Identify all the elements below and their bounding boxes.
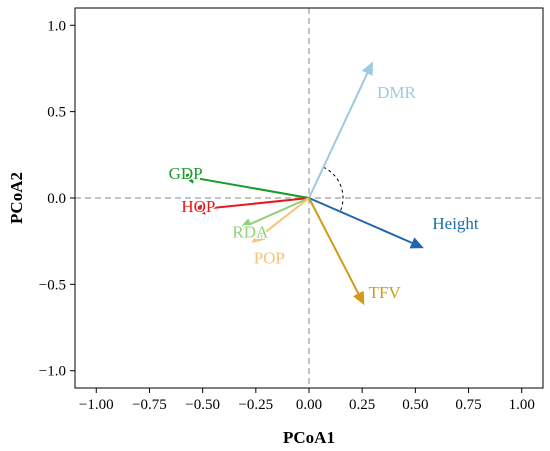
vector-hop-arrowhead <box>192 202 206 215</box>
vector-height-arrowhead <box>409 237 424 249</box>
x-tick-label: 0.00 <box>296 397 322 413</box>
vector-tfv-arrowhead <box>353 290 365 306</box>
x-tick-label: −0.75 <box>132 397 167 413</box>
angle-arc <box>323 166 344 212</box>
vector-hop-shaft <box>204 197 310 210</box>
vector-rda-shaft <box>250 197 310 225</box>
y-tick-label: −0.5 <box>39 277 66 293</box>
vector-dmr-arrowhead <box>361 61 373 76</box>
vector-rda-arrowhead <box>238 218 254 230</box>
vector-pop-arrowhead <box>251 230 266 243</box>
vector-gdp-arrowhead <box>181 171 196 184</box>
vector-height-label: Height <box>432 214 479 233</box>
y-axis-title: PCoA2 <box>7 172 26 224</box>
x-tick-label: 0.25 <box>349 397 375 413</box>
vector-tfv-shaft <box>308 197 360 294</box>
x-tick-label: −1.00 <box>79 397 114 413</box>
vector-height-shaft <box>308 197 413 244</box>
vector-rda-label: RDA <box>232 223 269 242</box>
y-tick-label: 1.0 <box>47 18 66 34</box>
vector-pop-shaft <box>261 197 310 236</box>
vectors-layer <box>181 61 424 306</box>
x-tick-label: −0.25 <box>238 397 273 413</box>
x-tick-label: −0.50 <box>185 397 220 413</box>
y-tick-label: 0.5 <box>47 105 66 121</box>
y-tick-label: 0.0 <box>47 191 66 207</box>
vector-tfv-label: TFV <box>369 283 402 302</box>
angle-arc-path <box>323 166 344 212</box>
x-tick-label: 0.50 <box>402 397 428 413</box>
y-tick-label: −1.0 <box>39 364 66 380</box>
vector-labels-layer: DMR GDP HOP RDA POP Height TFV <box>167 81 480 303</box>
vector-dmr-label: DMR <box>377 83 416 102</box>
x-tick-label: 0.75 <box>455 397 481 413</box>
vector-pop-label: POP <box>254 249 285 268</box>
vector-gdp-label: GDP <box>169 164 203 183</box>
x-axis-ticks: −1.00 −0.75 −0.50 −0.25 0.00 0.25 0.50 0.75 1.00 <box>79 388 535 413</box>
x-tick-label: 1.00 <box>509 397 535 413</box>
y-axis-ticks: −1.0 −0.5 0.0 0.5 1.0 <box>39 18 75 380</box>
vector-dmr-shaft <box>308 72 369 199</box>
x-axis-title: PCoA1 <box>283 428 335 447</box>
vector-gdp-shaft <box>193 176 310 199</box>
vector-hop-label: HOP <box>181 197 215 216</box>
